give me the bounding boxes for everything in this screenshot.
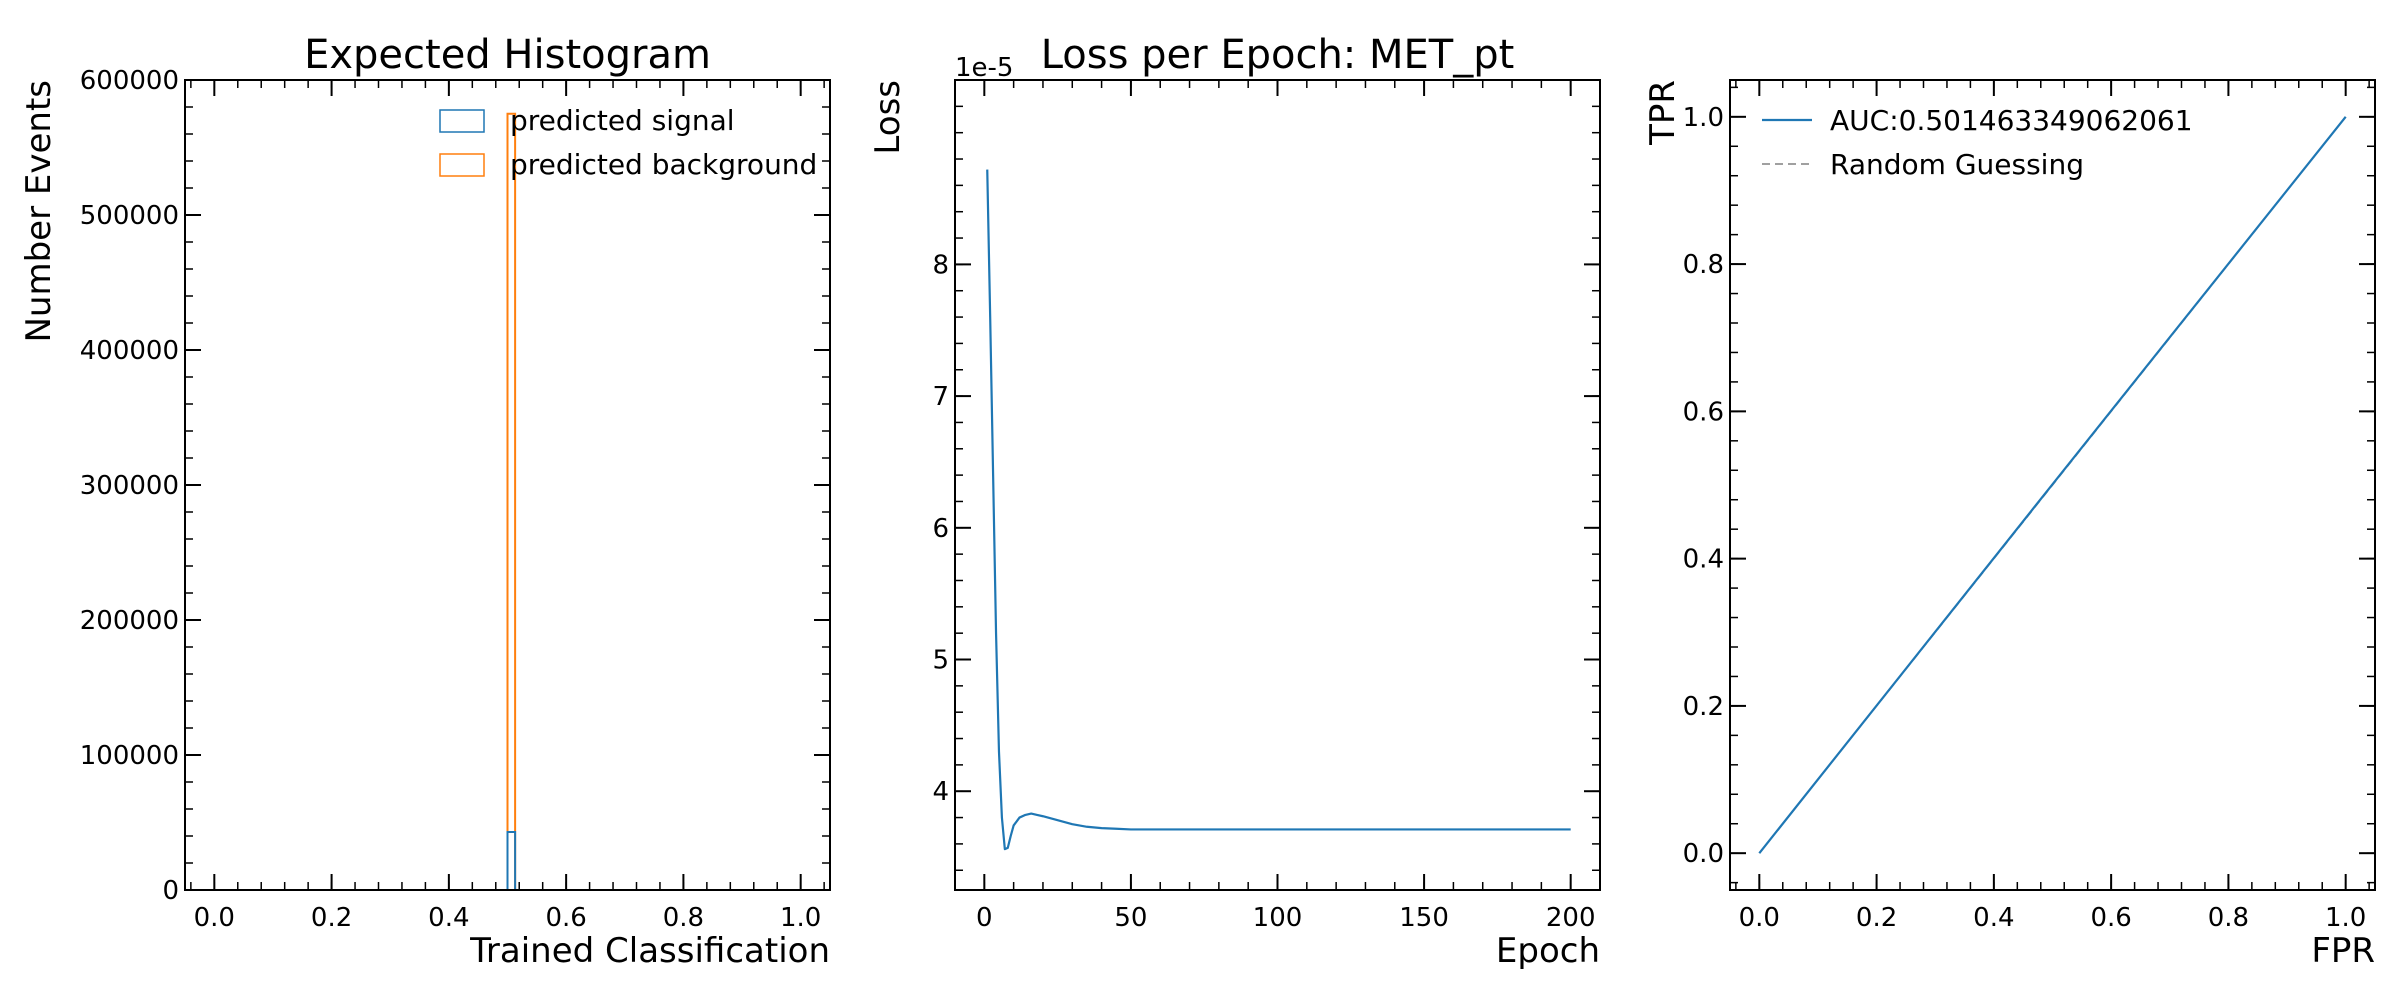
x-axis-label: FPR	[2311, 931, 2375, 971]
loss-line	[986, 169, 1571, 851]
y-axis-label: Loss	[868, 80, 908, 155]
y-tick-label: 200000	[80, 606, 179, 636]
x-tick-label: 0.2	[1856, 903, 1897, 933]
x-tick-label: 0.2	[311, 903, 352, 933]
y-tick-label: 6	[932, 514, 949, 544]
y-axis-label: TPR	[1643, 80, 1683, 146]
legend-label: predicted background	[510, 148, 817, 181]
y-tick-label: 0.2	[1683, 692, 1724, 722]
y-tick-label: 4	[932, 777, 949, 807]
plot-frame	[954, 79, 1601, 891]
histogram-bar	[506, 112, 517, 890]
legend-label: Random Guessing	[1830, 148, 2084, 181]
panel-1: 0.0 0.2 0.4 0.6 0.8 1.0 0 100000 200000 300000 400…	[19, 32, 831, 971]
y-tick-label: 7	[932, 382, 949, 412]
x-tick-label: 150	[1399, 903, 1449, 933]
y-axis-label: Number Events	[19, 80, 59, 343]
y-tick-label: 8	[932, 250, 949, 280]
x-tick-label: 0.6	[2090, 903, 2131, 933]
x-tick-label: 0.8	[663, 903, 704, 933]
x-tick-label: 0.8	[2208, 903, 2249, 933]
roc-line	[1758, 116, 2347, 854]
x-tick-label: 0.6	[545, 903, 586, 933]
x-tick-label: 0.0	[194, 903, 235, 933]
y-tick-label: 0	[162, 876, 179, 906]
legend-swatch	[439, 109, 485, 133]
y-tick-label: 0.4	[1683, 545, 1724, 575]
legend-swatch	[439, 153, 485, 177]
panel-3: 0.0 0.2 0.4 0.6 0.8 1.00.00.20.40.60.81.0FPRT…	[1643, 79, 2376, 971]
chart-title: Expected Histogram	[304, 32, 711, 78]
x-axis-label: Epoch	[1496, 931, 1600, 971]
y-tick-label: 500000	[80, 201, 179, 231]
x-tick-label: 1.0	[2325, 903, 2366, 933]
legend-label: AUC:0.501463349062061	[1830, 104, 2193, 137]
x-tick-label: 50	[1114, 903, 1147, 933]
x-tick-label: 0.4	[428, 903, 469, 933]
y-tick-label: 600000	[80, 66, 179, 96]
x-axis-label: Trained Classification	[469, 931, 830, 971]
x-tick-label: 0.4	[1973, 903, 2014, 933]
plot-frame	[1729, 79, 2376, 891]
y-tick-label: 0.0	[1683, 839, 1724, 869]
plot-frame	[184, 79, 831, 891]
y-tick-label: 0.6	[1683, 397, 1724, 427]
y-tick-label: 5	[932, 646, 949, 676]
y-tick-label: 100000	[80, 741, 179, 771]
panel-2: 0 50 100 150 200 4 5 6 7 8 Epoch Loss Loss per Epoch…	[868, 32, 1601, 971]
histogram-bar	[506, 830, 517, 890]
legend-label: predicted signal	[510, 104, 735, 137]
y-tick-label: 300000	[80, 471, 179, 501]
y-tick-label: 0.8	[1683, 250, 1724, 280]
x-tick-label: 0	[976, 903, 993, 933]
x-tick-label: 1.0	[780, 903, 821, 933]
y-tick-label: 400000	[80, 336, 179, 366]
y-tick-label: 1.0	[1683, 103, 1724, 133]
x-tick-label: 100	[1253, 903, 1303, 933]
chart-title: Loss per Epoch: MET_pt	[1041, 32, 1515, 78]
axis-offset-text: 1e-5	[955, 53, 1013, 83]
x-tick-label: 200	[1546, 903, 1596, 933]
x-tick-label: 0.0	[1739, 903, 1780, 933]
